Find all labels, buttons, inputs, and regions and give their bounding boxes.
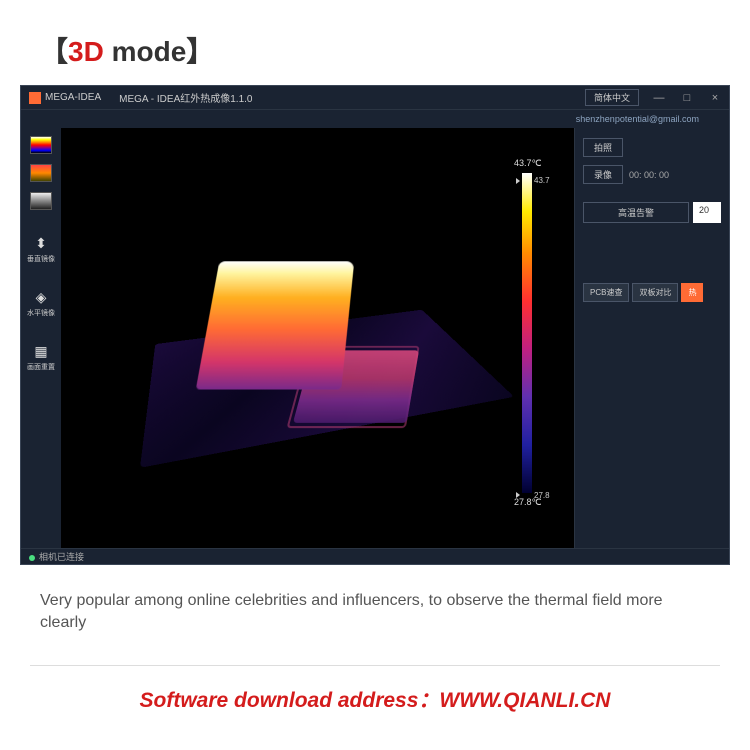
palette-gray-button[interactable] xyxy=(30,192,52,210)
reset-view-icon: ▦ xyxy=(27,343,55,360)
vertical-mirror-button[interactable]: ⬍ 垂直镜像 xyxy=(27,235,55,264)
scale-top-value: 43.7 xyxy=(534,176,550,185)
logo-icon xyxy=(29,92,41,104)
language-button[interactable]: 简体中文 xyxy=(585,89,639,106)
scale-bottom-marker-icon xyxy=(516,492,520,498)
record-button[interactable]: 录像 xyxy=(583,165,623,184)
reset-view-button[interactable]: ▦ 画面重置 xyxy=(27,343,55,372)
status-bar: 相机已连接 xyxy=(21,548,729,564)
email-bar: shenzhenpotential@gmail.com xyxy=(21,110,729,128)
color-scale-bar xyxy=(522,173,532,493)
record-timer: 00: 00: 00 xyxy=(629,170,669,180)
vertical-mirror-icon: ⬍ xyxy=(27,235,55,252)
horizontal-mirror-button[interactable]: ◈ 水平镜像 xyxy=(27,289,55,318)
right-panel: 拍照 录像 00: 00: 00 高温告警 20 PCB速查 双板对比 热 xyxy=(574,128,729,548)
temp-max-label: 43.7℃ xyxy=(514,158,554,169)
app-logo: MEGA-IDEA xyxy=(21,92,109,104)
high-temp-alert-button[interactable]: 高温告警 xyxy=(583,202,689,223)
app-window: MEGA-IDEA MEGA - IDEA红外热成像1.1.0 简体中文 — □… xyxy=(20,85,730,565)
status-text: 相机已连接 xyxy=(39,552,84,562)
alert-value-input[interactable]: 20 xyxy=(693,202,721,223)
maximize-button[interactable]: □ xyxy=(673,92,701,104)
download-info: Software download address：WWW.QIANLI.CN xyxy=(0,666,750,714)
titlebar: MEGA-IDEA MEGA - IDEA红外热成像1.1.0 简体中文 — □… xyxy=(21,86,729,110)
photo-button[interactable]: 拍照 xyxy=(583,138,623,157)
caption-text: Very popular among online celebrities an… xyxy=(0,565,750,635)
page-title: 【3D mode】 xyxy=(0,0,750,80)
brand-text: MEGA-IDEA xyxy=(45,92,101,103)
scale-bottom-value: 27.8 xyxy=(534,491,550,500)
palette-rainbow-button[interactable] xyxy=(30,136,52,154)
scale-top-marker-icon xyxy=(516,178,520,184)
thermal-3d-render xyxy=(148,198,488,478)
minimize-button[interactable]: — xyxy=(645,92,673,104)
horizontal-mirror-icon: ◈ xyxy=(27,289,55,306)
tab-pcb-check[interactable]: PCB速查 xyxy=(583,283,629,302)
close-button[interactable]: × xyxy=(701,92,729,104)
thermal-viewport[interactable]: 43.7℃ 43.7 27.8 27.8℃ xyxy=(61,128,574,548)
app-subtitle: MEGA - IDEA红外热成像1.1.0 xyxy=(109,90,252,105)
connection-status-icon xyxy=(29,555,35,561)
left-toolbar: ⬍ 垂直镜像 ◈ 水平镜像 ▦ 画面重置 xyxy=(21,128,61,548)
tab-thermal[interactable]: 热 xyxy=(681,283,703,302)
main-area: ⬍ 垂直镜像 ◈ 水平镜像 ▦ 画面重置 43.7℃ 43.7 xyxy=(21,128,729,548)
tab-dual-compare[interactable]: 双板对比 xyxy=(632,283,678,302)
download-url: WWW.QIANLI.CN xyxy=(439,689,610,712)
temperature-scale: 43.7℃ 43.7 27.8 27.8℃ xyxy=(514,158,554,518)
palette-iron-button[interactable] xyxy=(30,164,52,182)
